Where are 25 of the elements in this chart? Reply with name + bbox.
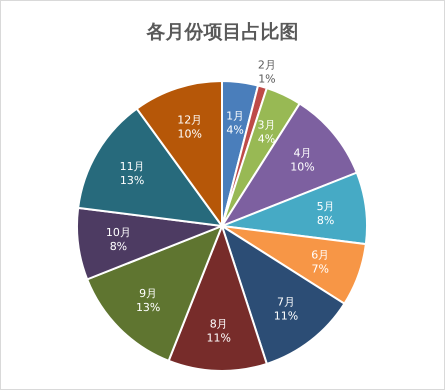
data-label: 7% bbox=[312, 262, 329, 276]
slice-label: 2月 bbox=[258, 58, 276, 72]
data-label: 4% bbox=[258, 132, 276, 146]
data-label: 1% bbox=[258, 72, 276, 86]
data-label: 10% bbox=[178, 128, 202, 141]
slice-label: 3月 bbox=[257, 118, 276, 132]
data-label: 11% bbox=[274, 309, 298, 322]
data-label: 4% bbox=[226, 123, 244, 136]
slice-label: 5月 bbox=[316, 200, 335, 213]
slice-label: 4月 bbox=[293, 146, 312, 160]
slice-label: 7月 bbox=[276, 295, 295, 308]
data-label: 13% bbox=[136, 300, 160, 314]
chart-title: 各月份项目占比图 bbox=[146, 21, 298, 43]
data-label: 8% bbox=[110, 240, 128, 254]
data-label: 8% bbox=[316, 214, 334, 227]
slice-label: 8月 bbox=[210, 317, 228, 330]
slice-label: 11月 bbox=[120, 160, 145, 173]
data-label: 10% bbox=[290, 160, 315, 174]
slice-label: 12月 bbox=[177, 114, 202, 127]
slice-label: 9月 bbox=[139, 286, 158, 300]
slice-label: 1月 bbox=[226, 109, 244, 122]
data-label: 11% bbox=[206, 331, 231, 344]
slice-label: 10月 bbox=[106, 226, 131, 240]
data-label: 13% bbox=[120, 174, 144, 187]
slice-label: 6月 bbox=[311, 248, 330, 262]
